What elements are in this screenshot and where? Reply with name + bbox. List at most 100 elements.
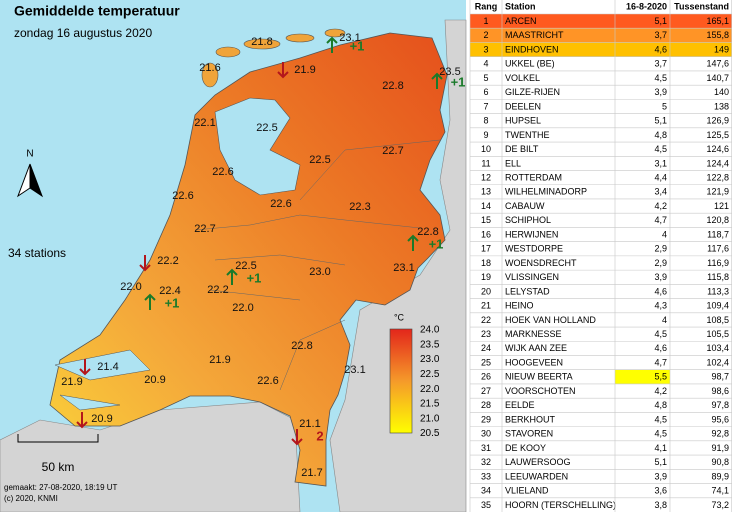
station: ELL xyxy=(505,158,521,168)
total: 147,6 xyxy=(706,59,729,69)
rank: 19 xyxy=(481,272,491,282)
cell-highlight xyxy=(615,369,670,384)
station-value: 23.0 xyxy=(309,266,330,278)
station: TWENTHE xyxy=(505,130,550,140)
station-value: 22.5 xyxy=(235,260,256,272)
arrow-down xyxy=(291,429,303,446)
rank: 14 xyxy=(481,201,491,211)
station-value: 22.6 xyxy=(270,198,291,210)
station: NIEUW BEERTA xyxy=(505,372,573,382)
arrow-up xyxy=(407,234,419,251)
station-value: 21.6 xyxy=(199,62,220,74)
station-value: 22.5 xyxy=(309,154,330,166)
day-value: 4,8 xyxy=(654,130,667,140)
day-value: 4 xyxy=(662,229,667,239)
legend-label: 24.0 xyxy=(420,325,440,336)
station-value: 23.1 xyxy=(339,32,360,44)
column-header: Station xyxy=(505,1,536,11)
column-header: Tussenstand xyxy=(674,1,729,11)
station: GILZE-RIJEN xyxy=(505,87,560,97)
station-value: 22.7 xyxy=(194,223,215,235)
rank: 4 xyxy=(483,59,488,69)
station: WILHELMINADORP xyxy=(505,187,587,197)
total: 113,3 xyxy=(707,286,729,296)
rank: 18 xyxy=(481,258,491,268)
station: WESTDORPE xyxy=(505,244,563,254)
rank: 12 xyxy=(481,173,491,183)
total: 124,6 xyxy=(706,144,729,154)
station: SCHIPHOL xyxy=(505,215,551,225)
station-value: 22.1 xyxy=(194,117,215,129)
total: 140 xyxy=(714,87,729,97)
day-value: 2,9 xyxy=(654,258,667,268)
station-value: 22.8 xyxy=(382,80,403,92)
station: DE KOOY xyxy=(505,443,546,453)
day-value: 4,1 xyxy=(654,443,667,453)
islands xyxy=(201,28,346,88)
row-highlight xyxy=(470,28,732,43)
rank: 20 xyxy=(481,286,491,296)
station-count: 34 stations xyxy=(8,246,66,260)
total: 95,6 xyxy=(711,414,729,424)
arrow-down xyxy=(79,359,91,376)
rank: 25 xyxy=(481,357,491,367)
day-value: 3,6 xyxy=(654,486,667,496)
station-value: 22.6 xyxy=(172,190,193,202)
day-value: 5,1 xyxy=(654,457,667,467)
day-value: 5,1 xyxy=(654,16,667,26)
station-value: 22.2 xyxy=(207,284,228,296)
day-value: 3,7 xyxy=(654,59,667,69)
rank: 3 xyxy=(483,44,488,54)
station-value: 21.7 xyxy=(301,467,322,479)
rank: 29 xyxy=(481,414,491,424)
day-value: 4,6 xyxy=(654,286,667,296)
station: DE BILT xyxy=(505,144,539,154)
station: VOORSCHOTEN xyxy=(505,386,576,396)
station: STAVOREN xyxy=(505,429,553,439)
rank: 17 xyxy=(481,244,491,254)
station: VLIELAND xyxy=(505,486,549,496)
total: 89,9 xyxy=(711,471,729,481)
station: HERWIJNEN xyxy=(505,229,558,239)
total: 120,8 xyxy=(706,215,729,225)
station: ROTTERDAM xyxy=(505,173,562,183)
station: ARCEN xyxy=(505,16,537,26)
total: 102,4 xyxy=(706,357,729,367)
rank: 22 xyxy=(481,315,491,325)
total: 74,1 xyxy=(711,486,729,496)
station: LAUWERSOOG xyxy=(505,457,571,467)
day-value: 5,5 xyxy=(654,372,667,382)
station-value: 21.9 xyxy=(209,354,230,366)
station: WOENSDRECHT xyxy=(505,258,577,268)
rank: 10 xyxy=(481,144,491,154)
station-value: 22.0 xyxy=(232,302,253,314)
station-value: 22.6 xyxy=(257,375,278,387)
total: 155,8 xyxy=(706,30,729,40)
station-value: 22.6 xyxy=(212,166,233,178)
day-value: 3,7 xyxy=(654,30,667,40)
day-value: 4,6 xyxy=(654,343,667,353)
day-value: 4,5 xyxy=(654,73,667,83)
rank: 35 xyxy=(481,500,491,510)
north-arrow xyxy=(29,163,44,198)
total: 97,8 xyxy=(711,400,729,410)
station: HOOGEVEEN xyxy=(505,357,563,367)
arrow-down xyxy=(76,412,88,429)
rank: 5 xyxy=(483,73,488,83)
total: 98,7 xyxy=(711,372,729,382)
total: 138 xyxy=(714,101,729,111)
rank: 16 xyxy=(481,229,491,239)
station-value: 22.2 xyxy=(157,255,178,267)
rank: 33 xyxy=(481,471,491,481)
station-value: 22.4 xyxy=(159,285,180,297)
rank: 6 xyxy=(483,87,488,97)
rank: 31 xyxy=(481,443,491,453)
scale-label: 50 km xyxy=(42,460,75,474)
legend-label: 21.5 xyxy=(420,399,440,410)
total: 91,9 xyxy=(711,443,729,453)
estuary xyxy=(54,349,151,411)
rank: 13 xyxy=(481,187,491,197)
day-value: 4,4 xyxy=(654,173,667,183)
legend-label: 20.5 xyxy=(420,428,440,439)
